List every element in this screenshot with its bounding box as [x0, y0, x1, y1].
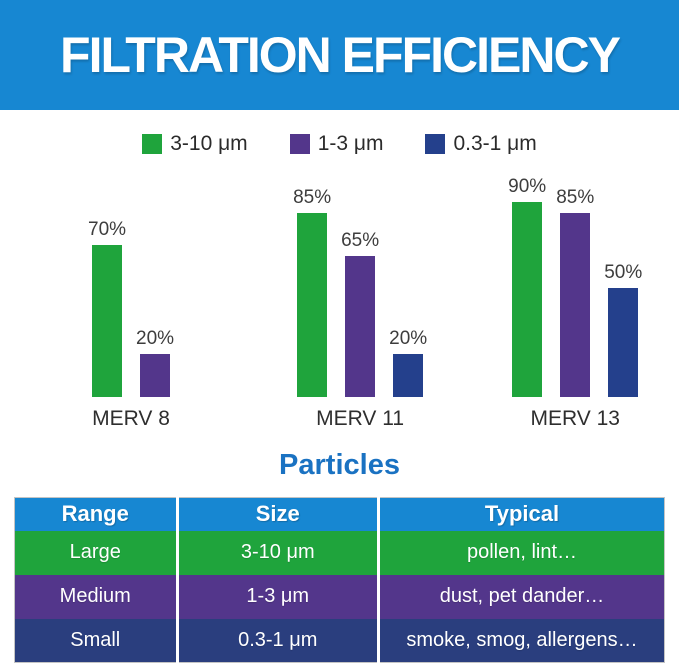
- legend-swatch-navy-icon: [425, 134, 446, 154]
- chart-group-merv-13: 90% 85% 50% MERV 13: [508, 164, 642, 431]
- table-row-large: Large 3-10 μm pollen, lint…: [14, 530, 665, 575]
- column-header-size: Size: [175, 497, 379, 531]
- bar-chart: 70% 20% MERV 8 85% 65% 20% MERV 11 90% 85% 50% MER…: [0, 164, 679, 431]
- bar: [345, 256, 376, 397]
- legend-item-small: 0.3-1 μm: [425, 132, 537, 156]
- bar-value-label: 50%: [604, 262, 643, 283]
- column-header-range: Range: [61, 501, 129, 527]
- bar-cluster: 85% 65% 20%: [293, 164, 427, 397]
- cell-typical: smoke, smog, allergens…: [377, 618, 665, 663]
- legend-swatch-purple-icon: [289, 134, 310, 154]
- bar-value-label: 20%: [389, 328, 428, 349]
- bar-wrap: 65%: [341, 230, 379, 397]
- cell-size: 0.3-1 μm: [175, 618, 379, 663]
- column-header-typical: Typical: [377, 497, 665, 531]
- table-header-row: Range Size Typical: [14, 497, 665, 531]
- chart-legend: 3-10 μm 1-3 μm 0.3-1 μm: [0, 132, 679, 156]
- bar-value-label: 65%: [341, 230, 380, 251]
- bar-value-label: 85%: [556, 187, 595, 208]
- chart-group-merv-8: 70% 20% MERV 8: [88, 164, 174, 431]
- cell-size: 1-3 μm: [175, 574, 379, 619]
- chart-group-merv-11: 85% 65% 20% MERV 11: [293, 164, 427, 431]
- legend-swatch-green-icon: [142, 134, 163, 154]
- bar-wrap: 85%: [293, 187, 331, 397]
- category-label: MERV 8: [92, 407, 170, 430]
- legend-item-large: 3-10 μm: [142, 132, 248, 156]
- bar-wrap: 50%: [604, 262, 642, 397]
- legend-item-medium: 1-3 μm: [289, 132, 384, 156]
- cell-range: Small: [70, 628, 121, 651]
- category-label: MERV 13: [530, 407, 620, 430]
- legend-label: 0.3-1 μm: [453, 132, 537, 155]
- bar: [608, 288, 639, 397]
- bar-wrap: 85%: [556, 187, 594, 397]
- bar: [297, 213, 328, 397]
- bar: [140, 354, 171, 397]
- bar: [92, 245, 123, 397]
- bar-wrap: 90%: [508, 176, 546, 397]
- cell-range: Medium: [59, 585, 131, 607]
- legend-label: 1-3 μm: [317, 132, 384, 155]
- bar-value-label: 85%: [293, 187, 332, 208]
- bar: [393, 354, 424, 397]
- cell-size: 3-10 μm: [175, 530, 379, 575]
- bar-wrap: 20%: [136, 328, 174, 397]
- bar-wrap: 70%: [88, 219, 126, 397]
- particles-section-title: Particles: [279, 449, 400, 481]
- bar-wrap: 20%: [389, 328, 427, 397]
- cell-typical: pollen, lint…: [377, 530, 665, 575]
- category-label: MERV 11: [316, 407, 405, 430]
- bar-value-label: 70%: [88, 219, 127, 240]
- header-banner: FILTRATION EFFICIENCY: [0, 0, 679, 110]
- cell-typical: dust, pet dander…: [377, 574, 665, 619]
- bar: [560, 213, 591, 397]
- cell-range: Large: [69, 541, 121, 563]
- bar: [512, 202, 543, 397]
- bar-value-label: 90%: [508, 176, 547, 197]
- bar-value-label: 20%: [136, 328, 175, 349]
- particles-table: Range Size Typical Large 3-10 μm pollen,…: [14, 497, 665, 663]
- table-row-small: Small 0.3-1 μm smoke, smog, allergens…: [14, 618, 665, 663]
- bar-cluster: 90% 85% 50%: [508, 164, 642, 397]
- legend-label: 3-10 μm: [170, 132, 248, 155]
- bar-cluster: 70% 20%: [88, 164, 174, 397]
- page-title: FILTRATION EFFICIENCY: [60, 27, 621, 83]
- table-row-medium: Medium 1-3 μm dust, pet dander…: [14, 574, 665, 619]
